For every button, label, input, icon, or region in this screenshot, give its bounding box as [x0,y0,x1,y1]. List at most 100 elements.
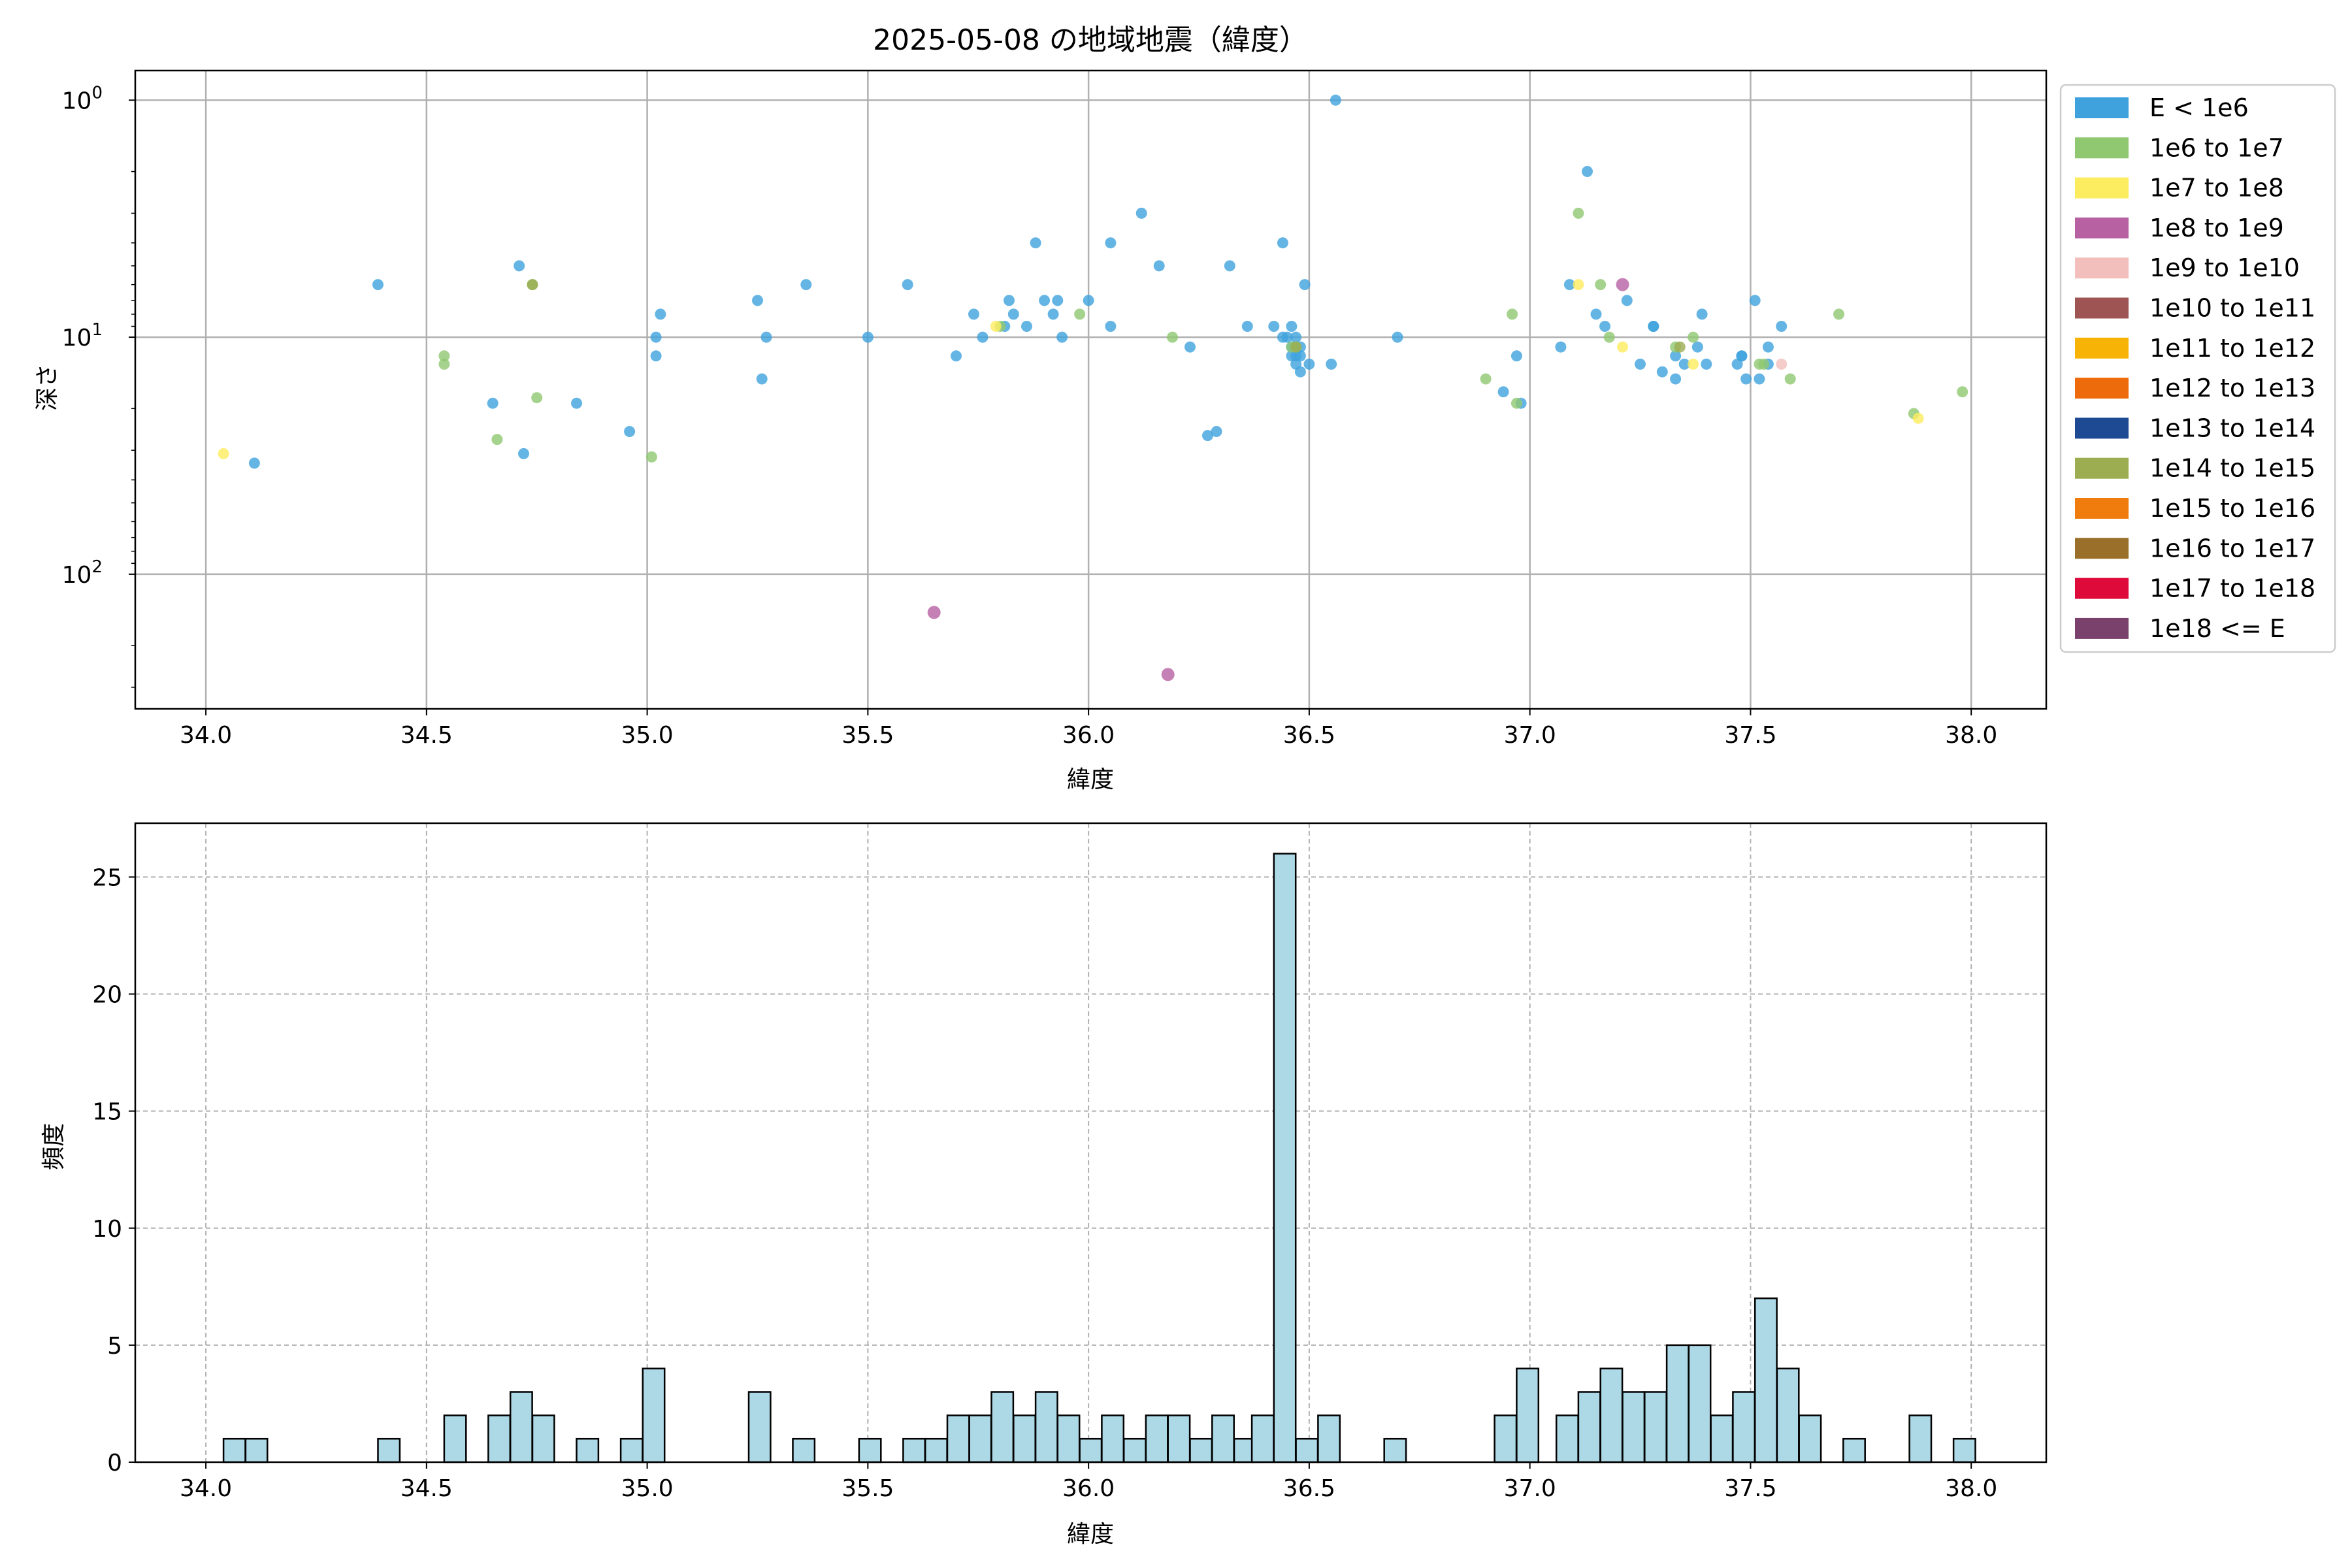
histogram-x-tick-label: 36.0 [1062,1475,1115,1502]
scatter-y-axis-label: 深さ [34,364,61,411]
histogram-axes: 34.0 34.5 35.0 35.5 36.0 36.5 37.0 37.5 38.0 0 5 10… [92,822,2048,1502]
scatter-axes: 34.0 34.5 35.0 35.5 36.0 36.5 37.0 37.5 38.0 100 1… [62,69,2048,749]
scatter-point [1277,237,1288,249]
scatter-point [1105,321,1117,332]
legend-entry-label: 1e16 to 1e17 [2149,534,2315,563]
histogram-frame [134,822,2048,1463]
scatter-point [1603,331,1615,343]
histogram-bar [487,1414,512,1463]
histogram-x-tick-label: 37.5 [1724,1475,1776,1502]
scatter-x-tick-label: 37.5 [1724,722,1776,749]
scatter-point [1701,358,1712,370]
histogram-bar [902,1437,926,1463]
histogram-x-tick-label: 34.5 [400,1475,453,1502]
scatter-point [1105,237,1117,249]
histogram-bar [858,1437,882,1463]
scatter-point [1691,341,1703,353]
histogram-bar [1211,1414,1235,1463]
histogram-bar [1189,1437,1213,1463]
scatter-point [1621,295,1633,306]
histogram-bar [1079,1437,1103,1463]
scatter-point [800,279,812,291]
scatter-point [1784,373,1796,385]
legend-swatch [2075,417,2129,439]
histogram-bar [1908,1414,1933,1463]
scatter-point [1595,279,1607,291]
scatter-point [902,279,913,291]
scatter-point [650,331,662,343]
scatter-point [1573,279,1584,291]
scatter-point [1563,279,1575,291]
legend: E < 1e6 1e6 to 1e7 1e7 to 1e8 1e8 to 1e9 1e9… [2059,84,2336,653]
scatter-point [1776,358,1788,370]
histogram-bar [509,1391,533,1463]
legend-frame [2059,84,2336,653]
figure-title: 2025-05-08 の地域地震（緯度） [873,24,1308,57]
scatter-x-axis-label: 緯度 [1067,766,1114,793]
legend-entry-label: 1e12 to 1e13 [2149,374,2315,402]
scatter-point [1167,331,1178,343]
scatter-x-tick-label: 36.0 [1062,722,1115,749]
scatter-point [990,321,1002,332]
legend-entry-label: E < 1e6 [2149,93,2249,122]
histogram-bar [1516,1367,1540,1463]
scatter-point [491,434,503,446]
scatter-point [1286,321,1298,332]
scatter-point [951,350,962,362]
scatter-point [1161,668,1175,681]
scatter-point [1678,358,1690,370]
histogram-bar [1056,1414,1081,1463]
histogram-bar [1710,1414,1734,1463]
scatter-point [514,260,525,272]
histogram-bar [1034,1391,1058,1463]
histogram-bar [1494,1414,1518,1463]
scatter-point [1912,412,1924,424]
scatter-x-tick-label: 35.0 [621,722,674,749]
scatter-point [571,397,582,409]
legend-swatch [2075,177,2129,199]
histogram-y-tick-label: 5 [107,1333,122,1360]
scatter-frame [134,69,2048,710]
histogram-y-axis-label: 頻度 [41,1123,67,1170]
legend-swatch [2075,217,2129,238]
legend-swatch [2075,617,2129,639]
scatter-point [1762,341,1774,353]
scatter-point [531,392,543,404]
histogram-bar [1145,1414,1169,1463]
scatter-point [756,373,768,385]
scatter-points [218,94,1968,681]
histogram-bar [1952,1437,1976,1463]
scatter-point [1184,341,1196,353]
scatter-point [655,308,666,320]
histogram-bar [1555,1414,1579,1463]
histogram-bar [1383,1437,1407,1463]
scatter-x-tick-label: 34.0 [180,722,232,749]
histogram-bar [1317,1414,1341,1463]
histogram-bar [1665,1344,1690,1463]
legend-entry-label: 1e6 to 1e7 [2149,133,2284,162]
scatter-point [1281,331,1293,343]
scatter-point [1616,278,1629,291]
histogram-x-tick-label: 38.0 [1945,1475,1997,1502]
legend-entry-label: 1e15 to 1e16 [2149,494,2315,523]
histogram-bar [1295,1437,1319,1463]
scatter-x-tick-label: 36.5 [1283,722,1335,749]
scatter-point [1052,295,1064,306]
scatter-point [1056,331,1068,343]
histogram-bar [1122,1437,1147,1463]
histogram-bar [1776,1367,1800,1463]
scatter-point [1326,358,1337,370]
histogram-bar [1798,1414,1822,1463]
scatter-point [1021,321,1032,332]
histogram-y-tick-label: 0 [107,1450,122,1477]
scatter-point [1635,358,1646,370]
scatter-x-tick-label: 37.0 [1504,722,1556,749]
scatter-point [1299,279,1311,291]
histogram-bar [1167,1414,1191,1463]
scatter-point [1754,373,1765,385]
scatter-point [527,279,538,291]
scatter-point [1497,386,1509,398]
scatter-point [1290,341,1302,353]
legend-swatch [2075,337,2129,359]
